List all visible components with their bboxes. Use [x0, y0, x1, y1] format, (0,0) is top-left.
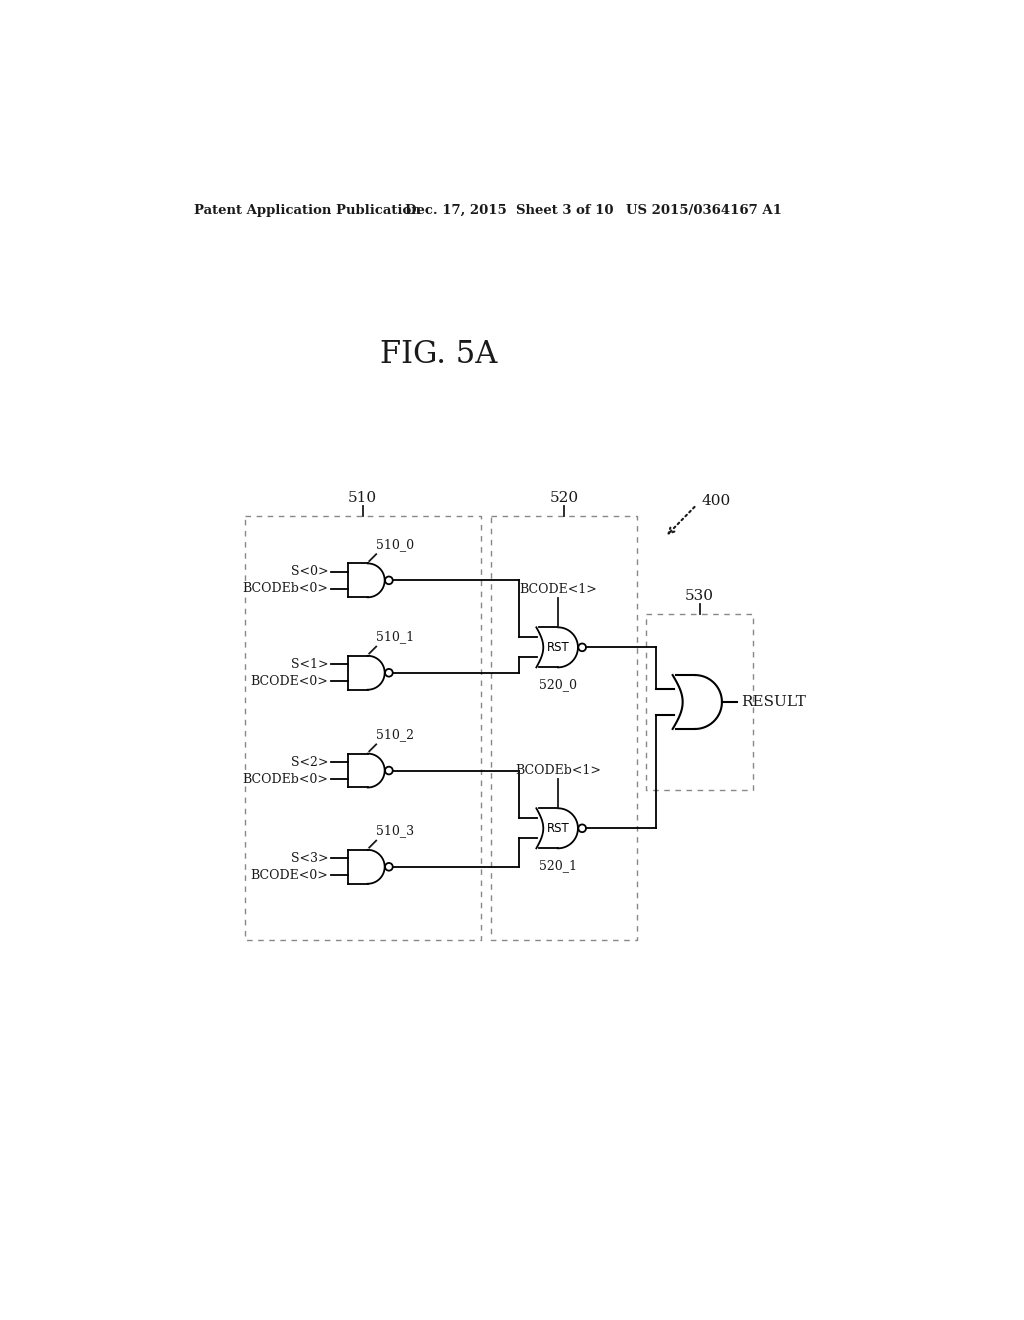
Text: 520: 520: [550, 491, 579, 506]
Text: Patent Application Publication: Patent Application Publication: [194, 203, 421, 216]
Text: S<0>: S<0>: [291, 565, 329, 578]
Text: RST: RST: [547, 822, 569, 834]
Text: 510_3: 510_3: [376, 825, 415, 838]
Text: BCODEb<0>: BCODEb<0>: [243, 582, 329, 595]
Text: RST: RST: [547, 640, 569, 653]
Text: 510_0: 510_0: [376, 539, 415, 552]
Text: US 2015/0364167 A1: US 2015/0364167 A1: [627, 203, 782, 216]
Text: 510_2: 510_2: [376, 729, 414, 742]
Text: BCODE<0>: BCODE<0>: [251, 675, 329, 688]
Text: 530: 530: [685, 589, 714, 603]
Text: RESULT: RESULT: [741, 696, 806, 709]
Text: S<3>: S<3>: [291, 851, 329, 865]
Text: 400: 400: [701, 494, 731, 508]
Text: BCODEb<1>: BCODEb<1>: [515, 764, 601, 776]
Text: 520_0: 520_0: [539, 678, 577, 692]
Text: S<2>: S<2>: [291, 755, 329, 768]
Text: 510: 510: [348, 491, 377, 506]
Text: Dec. 17, 2015  Sheet 3 of 10: Dec. 17, 2015 Sheet 3 of 10: [404, 203, 613, 216]
Text: S<1>: S<1>: [291, 657, 329, 671]
Text: BCODE<1>: BCODE<1>: [519, 582, 597, 595]
Text: 520_1: 520_1: [539, 859, 577, 873]
Text: BCODE<0>: BCODE<0>: [251, 869, 329, 882]
Text: FIG. 5A: FIG. 5A: [380, 339, 498, 370]
Text: BCODEb<0>: BCODEb<0>: [243, 772, 329, 785]
Text: 510_1: 510_1: [376, 631, 415, 644]
